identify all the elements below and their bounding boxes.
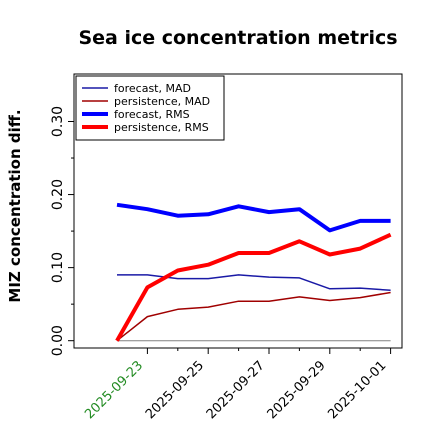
series-line-3 xyxy=(116,202,391,233)
legend-box xyxy=(75,75,225,141)
x-tick-label: 2025-10-01 xyxy=(325,358,389,422)
series-group xyxy=(115,202,392,342)
x-tick-label: 2025-09-25 xyxy=(143,358,207,422)
y-tick-label: 0.10 xyxy=(50,252,66,283)
plot-frame xyxy=(73,73,403,349)
y-tick-label: 0.30 xyxy=(50,106,66,137)
y-tick-label: 0.20 xyxy=(50,179,66,210)
y-axis-label: MIZ concentration diff. xyxy=(6,109,24,302)
y-axis-ticks: 0.00 0.10 0.20 0.30 xyxy=(50,106,74,356)
x-tick-label: 2025-09-27 xyxy=(204,358,268,422)
legend-label-3: forecast, RMS xyxy=(114,108,190,121)
series-line-4 xyxy=(115,232,392,342)
x-tick-label: 2025-09-29 xyxy=(265,358,329,422)
y-tick-label: 0.00 xyxy=(50,325,66,356)
legend-label-1: forecast, MAD xyxy=(114,82,191,95)
x-axis-ticks: 2025-09-232025-09-252025-09-272025-09-29… xyxy=(82,348,392,422)
legend-label-2: persistence, MAD xyxy=(114,95,210,108)
series-line-2 xyxy=(116,291,391,342)
x-tick-label: 2025-09-23 xyxy=(82,358,146,422)
legend-label-4: persistence, RMS xyxy=(114,121,209,134)
chart-title: Sea ice concentration metrics xyxy=(78,27,397,49)
